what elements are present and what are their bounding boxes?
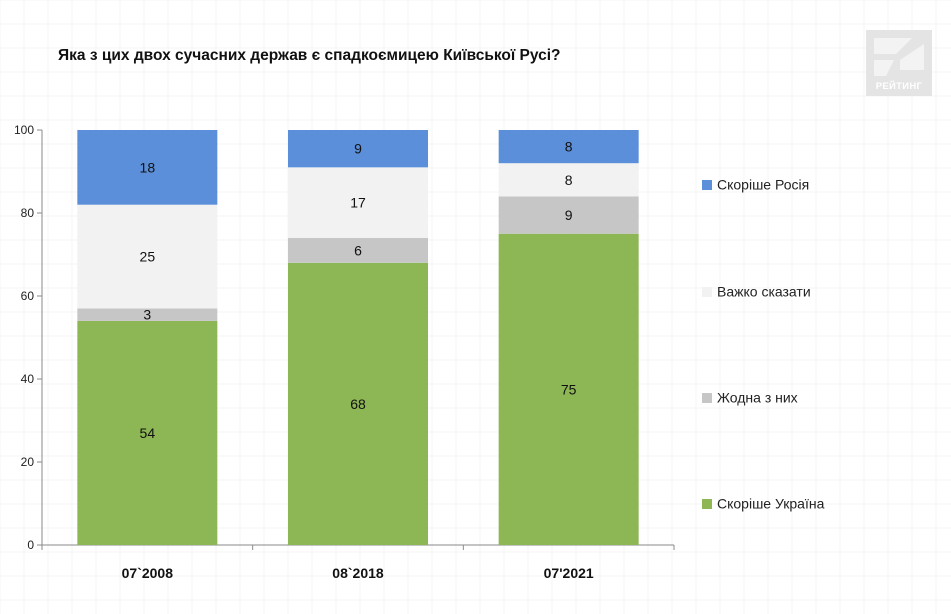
legend-item: Важко сказати [702,284,811,300]
data-label: 17 [350,195,366,211]
y-tick-label: 80 [21,206,35,220]
logo-mark-icon [874,38,924,76]
legend-item: Скоріше Україна [702,496,825,512]
legend-swatch [702,287,712,297]
bar-segment [498,163,639,197]
bar-segment [288,130,428,168]
data-label: 18 [140,159,156,175]
bar-segment [498,233,639,545]
y-tick-label: 100 [14,123,34,137]
bar-segment [288,167,428,238]
data-label: 25 [140,249,156,265]
legend-swatch [702,180,712,190]
legend-item: Жодна з них [702,390,798,406]
legend-swatch [702,393,712,403]
data-label: 8 [565,139,573,155]
legend-label: Скоріше Україна [717,496,825,512]
bar-segment [77,320,218,545]
y-tick-label: 40 [21,372,35,386]
data-label: 68 [350,396,366,412]
bar-segment [498,196,639,234]
bar-segment [77,308,218,321]
bar-segment [288,237,428,263]
x-tick-label: 08`2018 [332,565,384,581]
legend-item: Скоріше Росія [702,177,809,193]
bar-segment [498,130,639,164]
data-label: 3 [143,307,151,323]
bar-segment [288,262,428,545]
data-label: 6 [354,242,362,258]
legend-swatch [702,499,712,509]
bar-segment [77,130,218,205]
x-tick-label: 07`2008 [122,565,174,581]
legend-label: Скоріше Росія [717,177,809,193]
legend-label: Жодна з них [717,390,798,406]
data-label: 9 [565,207,573,223]
y-tick-label: 0 [27,538,34,552]
logo-text: РЕЙТИНГ [875,81,923,92]
data-label: 54 [140,425,156,441]
data-label: 75 [561,381,577,397]
x-tick-label: 07'2021 [544,565,594,581]
y-tick-label: 60 [21,289,35,303]
chart-title: Яка з цих двох сучасних держав є спадкоє… [58,47,561,64]
bar-segment [77,204,218,309]
data-label: 9 [354,141,362,157]
data-label: 8 [565,172,573,188]
reiting-logo: РЕЙТИНГ [866,30,932,96]
y-tick-label: 20 [21,455,35,469]
legend-label: Важко сказати [717,284,811,300]
